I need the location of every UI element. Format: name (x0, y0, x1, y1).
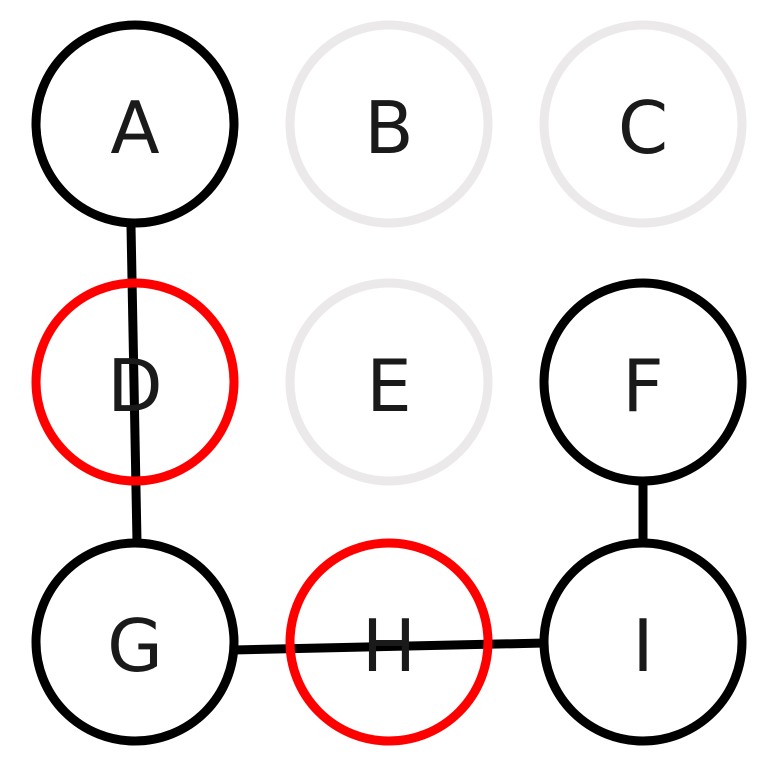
node-g-label: G (107, 604, 163, 688)
node-b-label: B (364, 86, 413, 170)
node-a-label: A (110, 86, 159, 170)
node-d-circle (31, 278, 239, 486)
edge-g-i (232, 638, 546, 655)
node-e-circle (285, 278, 493, 486)
nodes-layer (31, 20, 747, 746)
node-c-label: C (618, 86, 668, 170)
node-g-circle (31, 538, 239, 746)
labels-layer: A B C D E F G H I (107, 86, 668, 688)
node-h-circle (285, 538, 493, 746)
node-h-label: H (362, 604, 416, 688)
node-d-label: D (107, 344, 162, 428)
node-i-label: I (632, 604, 653, 688)
node-a-circle (31, 20, 239, 228)
node-i-circle (539, 538, 747, 746)
node-e-label: E (366, 344, 412, 428)
node-f-circle (539, 278, 747, 486)
node-b-circle (285, 20, 493, 228)
node-f-label: F (622, 344, 663, 428)
node-c-circle (539, 20, 747, 228)
